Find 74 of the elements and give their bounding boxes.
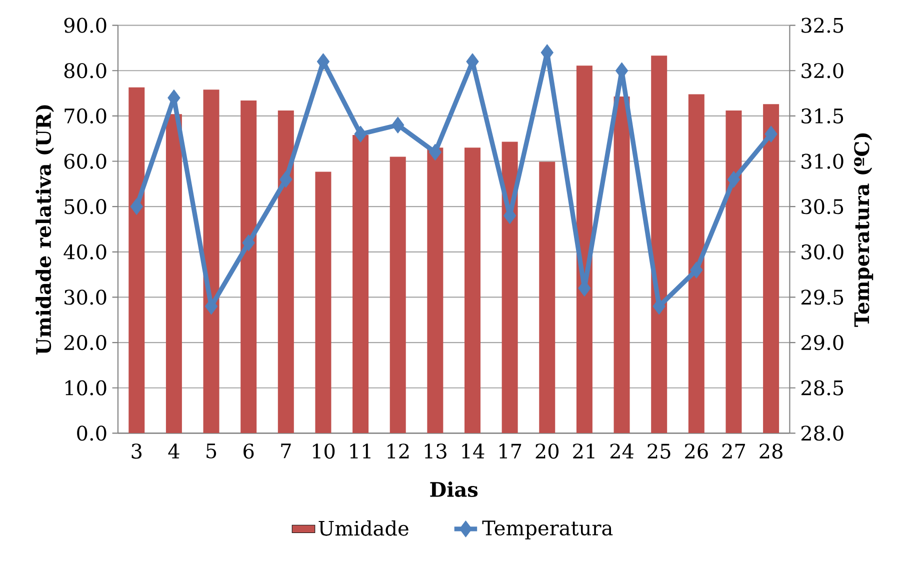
y-axis-title: Umidade relativa (UR) [36, 105, 54, 355]
x-tick-label: 3 [132, 444, 142, 459]
y2-tick-label: 29.5 [801, 290, 844, 305]
point [652, 298, 666, 315]
y2-tick-label: 30.0 [802, 244, 844, 260]
y2-axis-title: Temperatura (ºC) [854, 133, 874, 327]
x-tick-label: 12 [388, 444, 409, 459]
x-tick-label: 4 [168, 444, 180, 459]
point [316, 53, 330, 70]
y2-tick-label: 32.0 [802, 63, 844, 78]
x-tick-label: 20 [536, 444, 559, 459]
bar [502, 142, 518, 434]
point [354, 126, 367, 143]
legend-label: Umidade [318, 520, 408, 536]
point [130, 198, 143, 216]
bar [315, 172, 332, 434]
y2-tick-label: 29.0 [801, 335, 844, 350]
bar [464, 148, 480, 434]
y2-tick-label: 31.0 [802, 154, 844, 169]
bar [278, 110, 294, 434]
x-tick-label: 7 [281, 444, 291, 458]
x-tick-label: 21 [573, 444, 594, 459]
point [428, 144, 442, 161]
bar [240, 100, 257, 434]
bar [427, 148, 444, 434]
bar [203, 90, 220, 434]
point [280, 171, 292, 188]
y-tick-label: 30.0 [64, 290, 106, 305]
x-tick-label: 5 [206, 444, 216, 459]
x-tick-label: 6 [244, 444, 254, 459]
y-tick-label: 90.0 [64, 18, 106, 34]
y-tick-label: 60.0 [64, 154, 106, 169]
point [242, 234, 255, 252]
x-tick-label: 13 [424, 444, 446, 459]
point [392, 116, 404, 134]
y-tick-label: 20.0 [64, 335, 106, 350]
bar [390, 156, 406, 434]
x-tick-label: 28 [760, 444, 782, 459]
y2-tick-label: 28.0 [801, 426, 844, 441]
bar [726, 110, 742, 434]
point [727, 171, 740, 188]
bar [539, 162, 556, 434]
legend-label: Temperatura [482, 520, 613, 540]
y2-tick-label: 28.5 [801, 380, 844, 396]
point [204, 298, 218, 315]
bar [651, 56, 668, 434]
point [466, 53, 479, 70]
bar [128, 88, 145, 434]
x-tick-label: 26 [685, 444, 708, 459]
point [764, 126, 778, 143]
x-tick-label: 10 [312, 444, 335, 459]
y-tick-label: 40.0 [64, 244, 106, 260]
x-tick-label: 24 [610, 444, 634, 459]
bar [614, 96, 630, 434]
x-tick-label: 25 [648, 444, 670, 459]
x-tick-label: 27 [722, 444, 745, 459]
bar [166, 114, 182, 434]
y2-tick-label: 30.5 [802, 199, 844, 214]
bar [576, 66, 592, 434]
y-tick-label: 70.0 [64, 108, 106, 124]
x-tick-label: 11 [350, 444, 370, 459]
y-tick-label: 80.0 [64, 63, 106, 78]
y2-tick-label: 31.5 [802, 108, 844, 124]
x-tick-label: 14 [462, 444, 484, 459]
y-tick-label: 10.0 [66, 380, 106, 396]
bar [763, 104, 780, 434]
point [690, 262, 703, 278]
x-tick-label: 17 [500, 444, 522, 459]
y2-tick-label: 32.5 [802, 18, 844, 34]
y-tick-label: 50.0 [64, 199, 106, 214]
bar [688, 94, 704, 434]
y-tick-label: 0.0 [77, 426, 106, 441]
x-axis-title: Dias [430, 482, 478, 498]
bar [352, 135, 369, 434]
